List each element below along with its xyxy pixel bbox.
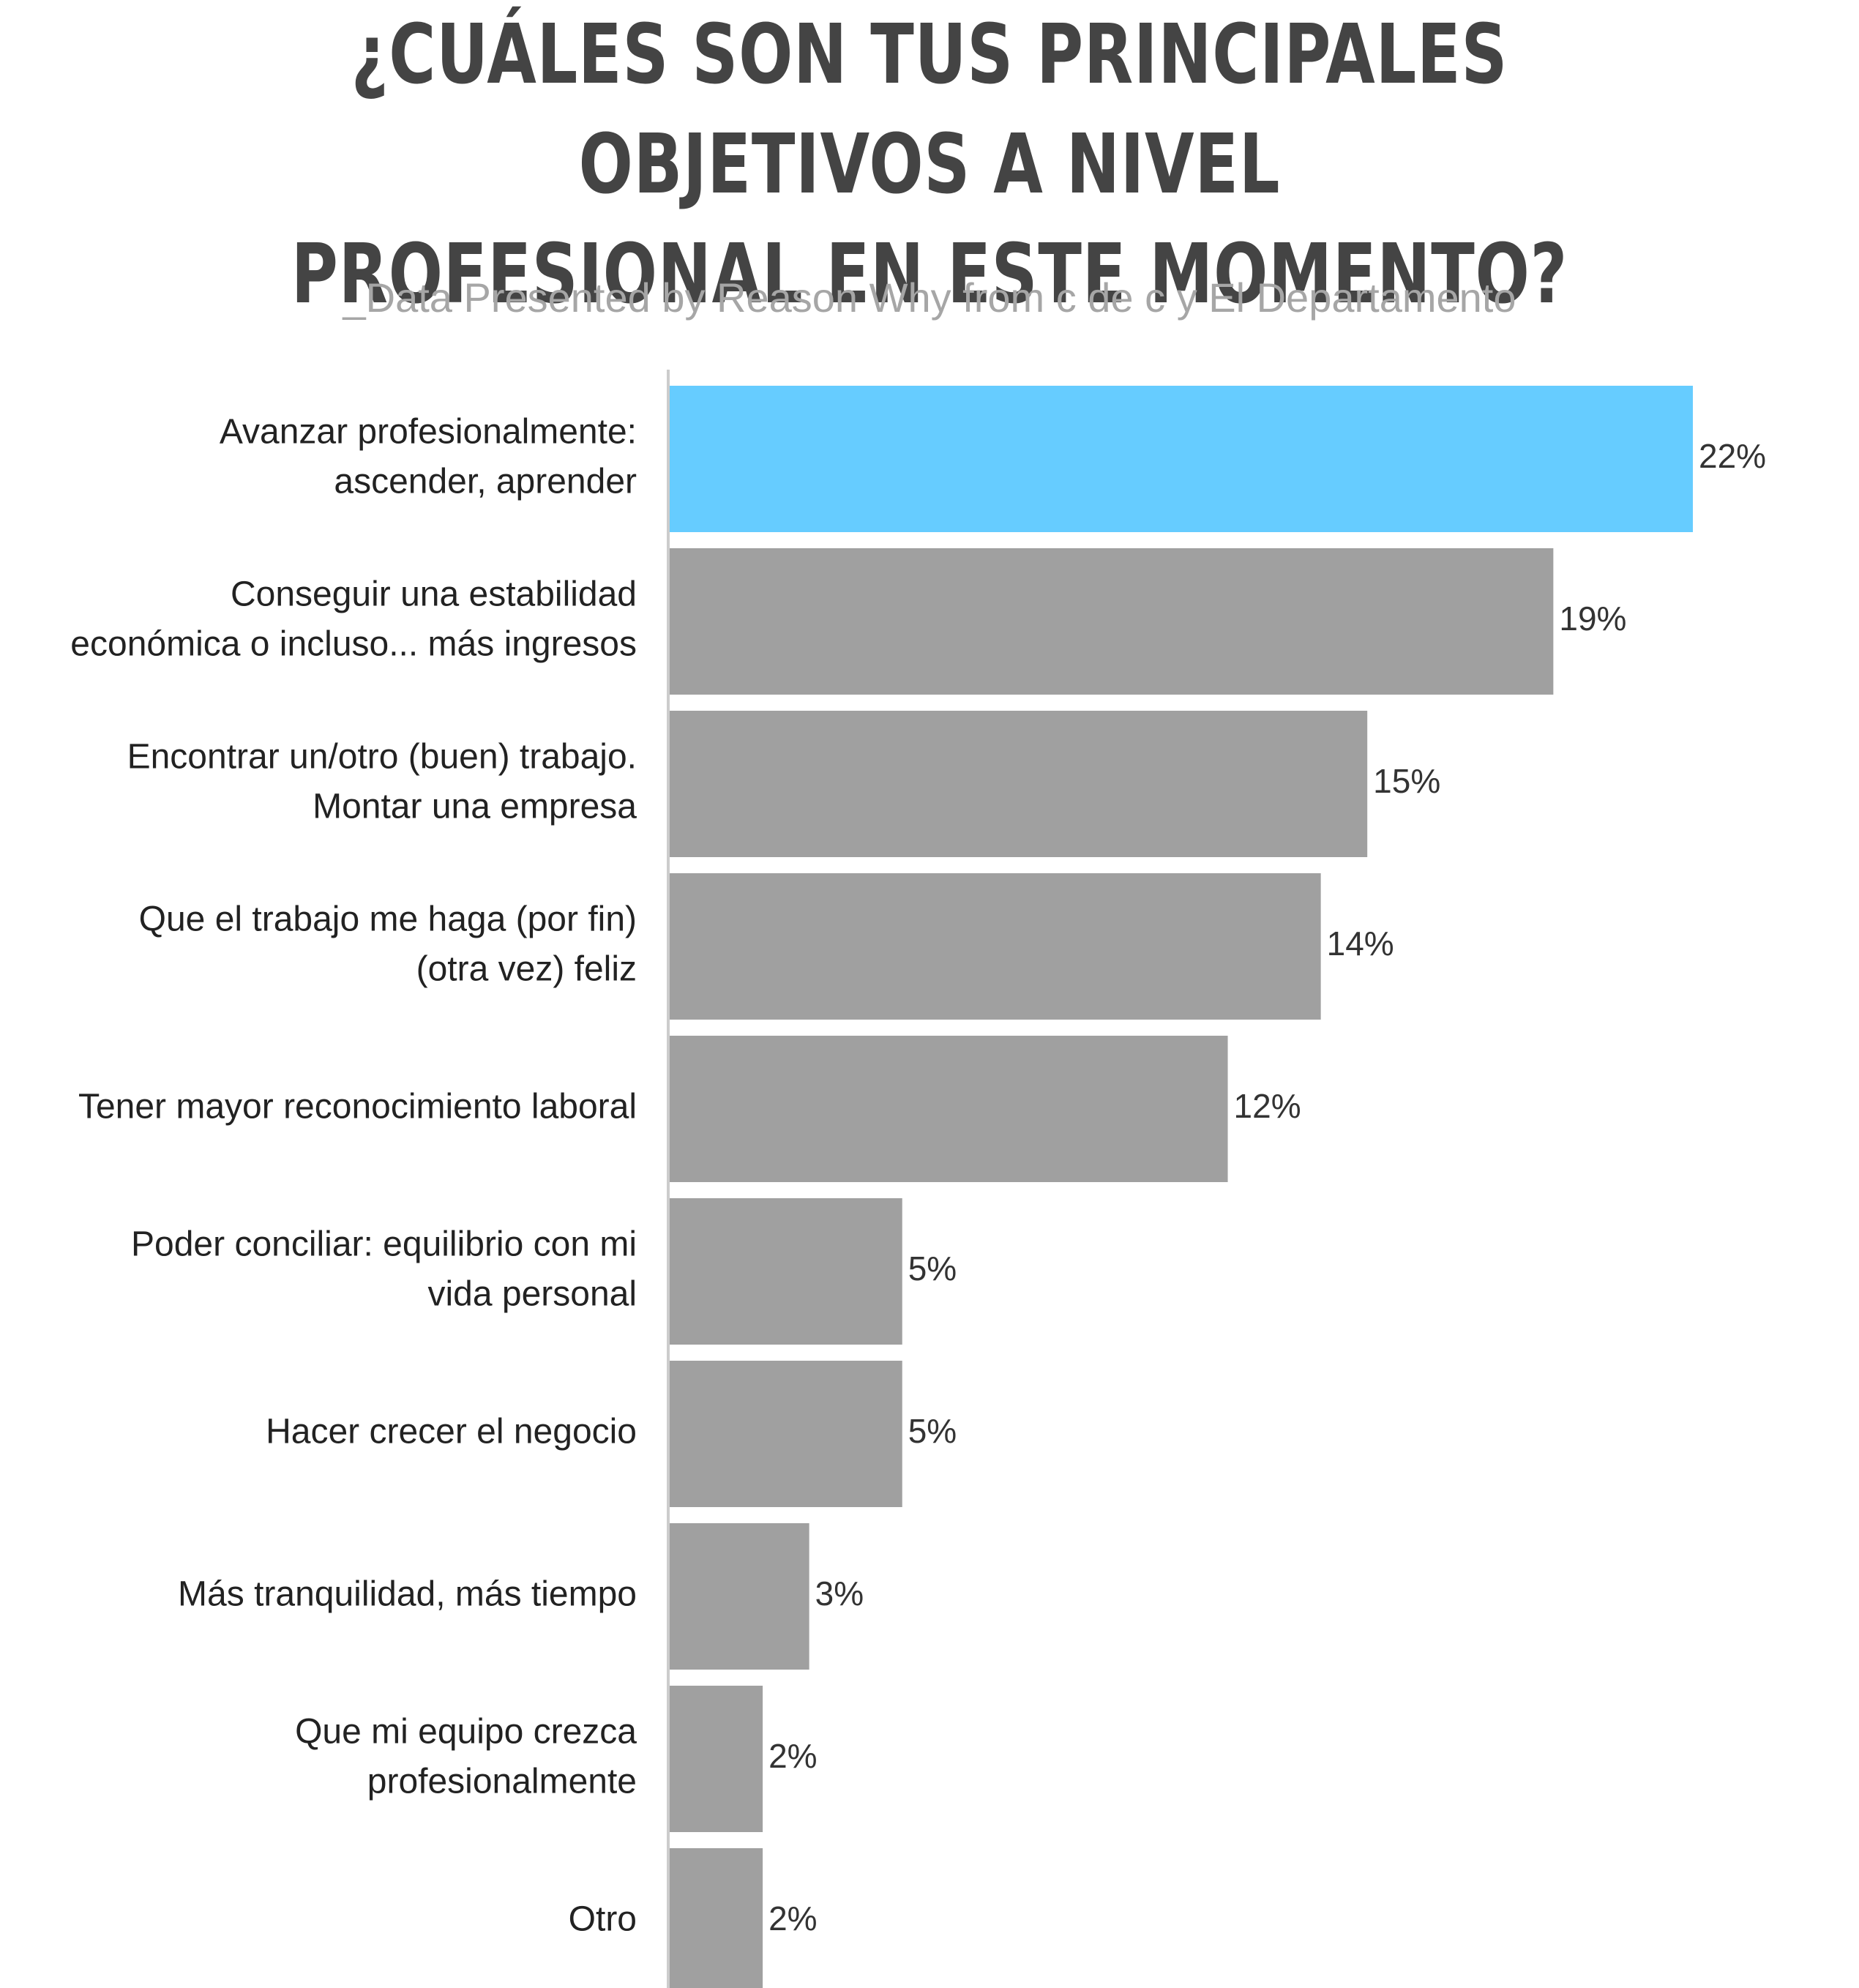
category-label-line: Hacer crecer el negocio xyxy=(266,1413,637,1451)
bar xyxy=(670,548,1554,695)
category-label-line: (otra vez) feliz xyxy=(416,950,637,989)
bar xyxy=(670,1523,809,1670)
category-label: Que el trabajo me haga (por fin) (otra ve… xyxy=(139,900,637,989)
category-label: Hacer crecer el negocio xyxy=(266,1413,637,1451)
bar xyxy=(670,1036,1228,1182)
category-labels: Avanzar profesionalmente: ascender, apren… xyxy=(70,413,637,1939)
category-label-line: Avanzar profesionalmente: xyxy=(220,413,637,452)
bar xyxy=(670,1686,763,1832)
category-label-line: Otro xyxy=(569,1900,637,1939)
chart-title-line: PROFESIONAL EN ESTE MOMENTO? xyxy=(291,227,1568,322)
value-label: 19% xyxy=(1559,599,1626,638)
category-label: Que mi equipo crezca profesionalmente xyxy=(295,1713,637,1801)
bar xyxy=(670,386,1693,532)
category-label-line: Conseguir una estabilidad xyxy=(231,575,637,614)
category-label: Encontrar un/otro (buen) trabajo. Montar … xyxy=(127,738,637,826)
value-label: 3% xyxy=(815,1574,864,1613)
value-label: 15% xyxy=(1373,762,1440,800)
category-label-line: económica o incluso... más ingresos xyxy=(70,625,637,664)
chart-title: ¿CUÁLES SON TUS PRINCIPALES OBJETIVOS A … xyxy=(204,0,1654,329)
bar xyxy=(670,873,1321,1020)
value-labels: 22% 19% 15% 14% 12% 5% 5% 3% 2% 2% xyxy=(768,437,1766,1937)
bar xyxy=(670,1198,902,1345)
category-label-line: Montar una empresa xyxy=(313,788,637,826)
value-label: 22% xyxy=(1699,437,1766,475)
value-label: 2% xyxy=(768,1737,817,1775)
category-label: Poder conciliar: equilibrio con mi vida p… xyxy=(131,1225,637,1314)
category-label-line: Más tranquilidad, más tiempo xyxy=(178,1575,637,1614)
value-label: 2% xyxy=(768,1899,817,1937)
category-label: Avanzar profesionalmente: ascender, apren… xyxy=(220,413,637,501)
bar xyxy=(670,711,1368,857)
category-label-line: Que mi equipo crezca xyxy=(295,1713,637,1752)
category-label-line: vida personal xyxy=(427,1275,637,1314)
category-label: Otro xyxy=(569,1900,637,1939)
category-label: Tener mayor reconocimiento laboral xyxy=(78,1088,637,1126)
value-label: 5% xyxy=(908,1249,957,1288)
category-label-line: Poder conciliar: equilibrio con mi xyxy=(131,1225,637,1264)
bars-layer xyxy=(670,386,1693,1988)
bar xyxy=(670,1848,763,1988)
category-label-line: Que el trabajo me haga (por fin) xyxy=(139,900,637,939)
category-label-line: Encontrar un/otro (buen) trabajo. xyxy=(127,738,637,777)
chart-title-line: ¿CUÁLES SON TUS PRINCIPALES OBJETIVOS A … xyxy=(351,7,1508,212)
value-label: 5% xyxy=(908,1412,957,1450)
category-label-line: ascender, aprender xyxy=(334,463,637,501)
bar xyxy=(670,1361,902,1507)
value-label: 14% xyxy=(1327,924,1394,963)
value-label: 12% xyxy=(1234,1087,1301,1125)
category-label-line: profesionalmente xyxy=(367,1763,637,1801)
chart-subtitle: _Data Presented by Reason Why from c de … xyxy=(343,274,1516,321)
category-label: Más tranquilidad, más tiempo xyxy=(178,1575,637,1614)
category-label-line: Tener mayor reconocimiento laboral xyxy=(78,1088,637,1126)
category-label: Conseguir una estabilidad económica o inc… xyxy=(70,575,637,664)
